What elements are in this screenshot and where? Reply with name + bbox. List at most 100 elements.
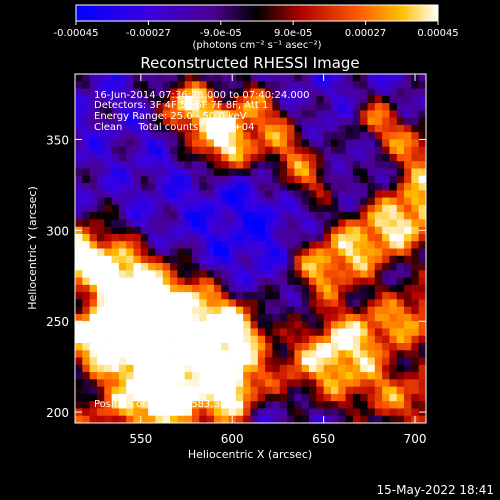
- heatmap-cell: [309, 386, 317, 395]
- heatmap-cell: [411, 408, 420, 417]
- heatmap-cell: [301, 292, 310, 300]
- heatmap-cell: [345, 88, 354, 97]
- heatmap-cell: [111, 379, 120, 388]
- heatmap-cell: [206, 183, 215, 191]
- heatmap-cell: [374, 393, 383, 402]
- heatmap-cell: [411, 146, 420, 155]
- heatmap-cell: [177, 153, 186, 162]
- heatmap-cell: [170, 277, 178, 286]
- heatmap-cell: [96, 255, 105, 264]
- heatmap-cell: [396, 95, 405, 104]
- heatmap-cell: [111, 386, 120, 395]
- heatmap-cell: [338, 95, 346, 104]
- heatmap-cell: [345, 219, 354, 228]
- heatmap-cell: [257, 255, 266, 264]
- heatmap-cell: [155, 408, 164, 417]
- heatmap-cell: [148, 248, 156, 257]
- heatmap-cell: [418, 263, 427, 271]
- heatmap-cell: [111, 270, 120, 278]
- heatmap-cell: [148, 357, 156, 366]
- heatmap-cell: [221, 277, 229, 286]
- heatmap-cell: [213, 328, 222, 337]
- heatmap-cell: [323, 335, 332, 344]
- heatmap-cell: [345, 204, 354, 213]
- heatmap-cell: [118, 263, 127, 271]
- heatmap-cell: [96, 277, 105, 286]
- heatmap-cell: [404, 379, 412, 388]
- heatmap-cell: [272, 277, 281, 286]
- heatmap-cell: [75, 212, 83, 220]
- heatmap-cell: [206, 226, 215, 235]
- heatmap-cell: [404, 146, 412, 155]
- heatmap-cell: [199, 357, 208, 366]
- heatmap-cell: [301, 74, 310, 82]
- heatmap-cell: [294, 168, 303, 177]
- heatmap-cell: [309, 226, 317, 235]
- heatmap-cell: [389, 74, 398, 82]
- heatmap-cell: [199, 270, 208, 278]
- heatmap-cell: [338, 372, 346, 380]
- heatmap-cell: [118, 277, 127, 286]
- heatmap-cell: [309, 117, 317, 126]
- heatmap-cell: [404, 197, 412, 206]
- heatmap-cell: [235, 255, 244, 264]
- heatmap-cell: [221, 313, 229, 322]
- heatmap-cell: [162, 372, 171, 380]
- heatmap-cell: [96, 95, 105, 104]
- heatmap-cell: [213, 415, 222, 424]
- heatmap-cell: [257, 372, 266, 380]
- heatmap-cell: [213, 117, 222, 126]
- heatmap-cell: [133, 74, 142, 82]
- heatmap-cell: [316, 183, 325, 191]
- heatmap-cell: [75, 306, 83, 315]
- heatmap-cell: [118, 364, 127, 373]
- heatmap-cell: [382, 277, 390, 286]
- heatmap-cell: [352, 95, 361, 104]
- heatmap-cell: [148, 183, 156, 191]
- heatmap-cell: [140, 226, 149, 235]
- heatmap-cell: [155, 175, 164, 184]
- heatmap-cell: [374, 132, 383, 140]
- heatmap-cell: [294, 364, 303, 373]
- heatmap-cell: [374, 299, 383, 308]
- heatmap-cell: [279, 197, 288, 206]
- heatmap-cell: [133, 175, 142, 184]
- heatmap-cell: [374, 168, 383, 177]
- heatmap-cell: [213, 263, 222, 271]
- heatmap-cell: [294, 161, 303, 169]
- heatmap-cell: [360, 103, 368, 111]
- heatmap-cell: [309, 146, 317, 155]
- heatmap-cell: [206, 103, 215, 111]
- heatmap-cell: [221, 328, 229, 337]
- heatmap-cell: [148, 379, 156, 388]
- heatmap-cell: [374, 408, 383, 417]
- heatmap-cell: [221, 95, 229, 104]
- heatmap-cell: [184, 117, 193, 126]
- heatmap-cell: [170, 183, 178, 191]
- heatmap-cell: [206, 168, 215, 177]
- heatmap-cell: [184, 335, 193, 344]
- heatmap-cell: [118, 103, 127, 111]
- heatmap-cell: [418, 372, 427, 380]
- heatmap-cell: [140, 401, 149, 409]
- heatmap-cell: [104, 139, 112, 148]
- heatmap-cell: [294, 393, 303, 402]
- heatmap-cell: [411, 88, 420, 97]
- heatmap-cell: [177, 226, 186, 235]
- heatmap-cell: [360, 401, 368, 409]
- heatmap-cell: [177, 241, 186, 249]
- heatmap-cell: [418, 190, 427, 198]
- heatmap-cell: [75, 270, 83, 278]
- heatmap-cell: [294, 284, 303, 293]
- heatmap-cell: [221, 263, 229, 271]
- heatmap-cell: [396, 161, 405, 169]
- heatmap-cell: [96, 379, 105, 388]
- heatmap-cell: [382, 386, 390, 395]
- heatmap-cell: [213, 233, 222, 242]
- heatmap-cell: [352, 241, 361, 249]
- heatmap-cell: [404, 299, 412, 308]
- heatmap-cell: [89, 110, 98, 119]
- heatmap-cell: [316, 313, 325, 322]
- heatmap-cell: [411, 255, 420, 264]
- heatmap-cell: [367, 372, 376, 380]
